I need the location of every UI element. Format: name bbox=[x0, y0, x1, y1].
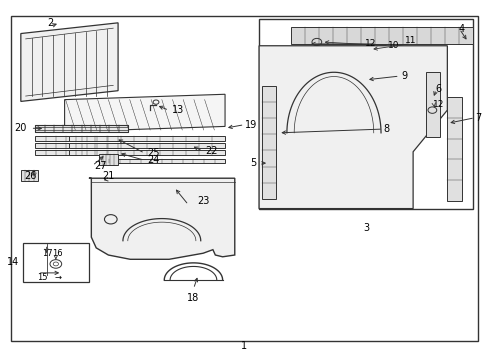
Bar bbox=[290, 27, 472, 44]
Text: 12: 12 bbox=[365, 39, 376, 48]
Bar bbox=[23, 243, 89, 282]
Text: 3: 3 bbox=[362, 223, 368, 233]
Text: 12: 12 bbox=[432, 100, 444, 109]
Bar bbox=[69, 150, 224, 155]
Bar bbox=[35, 125, 127, 132]
Text: 20: 20 bbox=[15, 123, 27, 133]
Text: 6: 6 bbox=[435, 84, 441, 94]
Text: 14: 14 bbox=[7, 257, 20, 267]
Bar bbox=[35, 143, 127, 148]
Text: →: → bbox=[55, 273, 62, 282]
Text: 22: 22 bbox=[205, 147, 218, 157]
Text: 17: 17 bbox=[42, 249, 53, 258]
Bar bbox=[35, 150, 127, 155]
Bar bbox=[259, 19, 472, 208]
Text: 15: 15 bbox=[38, 273, 48, 282]
Text: 4: 4 bbox=[458, 24, 464, 34]
Text: 23: 23 bbox=[197, 197, 209, 206]
Bar bbox=[35, 136, 127, 141]
Bar bbox=[261, 86, 276, 199]
Text: 25: 25 bbox=[147, 148, 160, 158]
Bar bbox=[69, 136, 224, 141]
Bar bbox=[21, 170, 38, 181]
Text: 2: 2 bbox=[47, 18, 53, 28]
Text: 19: 19 bbox=[244, 120, 256, 130]
Text: 9: 9 bbox=[401, 71, 407, 81]
Text: 1: 1 bbox=[241, 342, 247, 351]
Polygon shape bbox=[21, 23, 118, 102]
Bar bbox=[69, 143, 224, 148]
Bar bbox=[99, 154, 118, 165]
Text: 16: 16 bbox=[52, 249, 62, 258]
Text: 13: 13 bbox=[171, 105, 183, 115]
Text: 24: 24 bbox=[147, 156, 159, 165]
Text: 11: 11 bbox=[405, 36, 416, 45]
Polygon shape bbox=[259, 46, 447, 208]
Text: 26: 26 bbox=[24, 171, 37, 181]
Bar bbox=[447, 97, 461, 201]
Text: 7: 7 bbox=[474, 113, 481, 123]
Polygon shape bbox=[64, 94, 224, 132]
Polygon shape bbox=[89, 178, 234, 259]
Text: 21: 21 bbox=[102, 171, 114, 181]
Text: 5: 5 bbox=[250, 158, 256, 168]
Text: 10: 10 bbox=[387, 41, 399, 50]
Text: 18: 18 bbox=[187, 293, 199, 302]
Bar bbox=[99, 158, 224, 163]
Text: 8: 8 bbox=[383, 124, 388, 134]
Text: 27: 27 bbox=[94, 161, 106, 171]
Bar bbox=[425, 72, 439, 137]
